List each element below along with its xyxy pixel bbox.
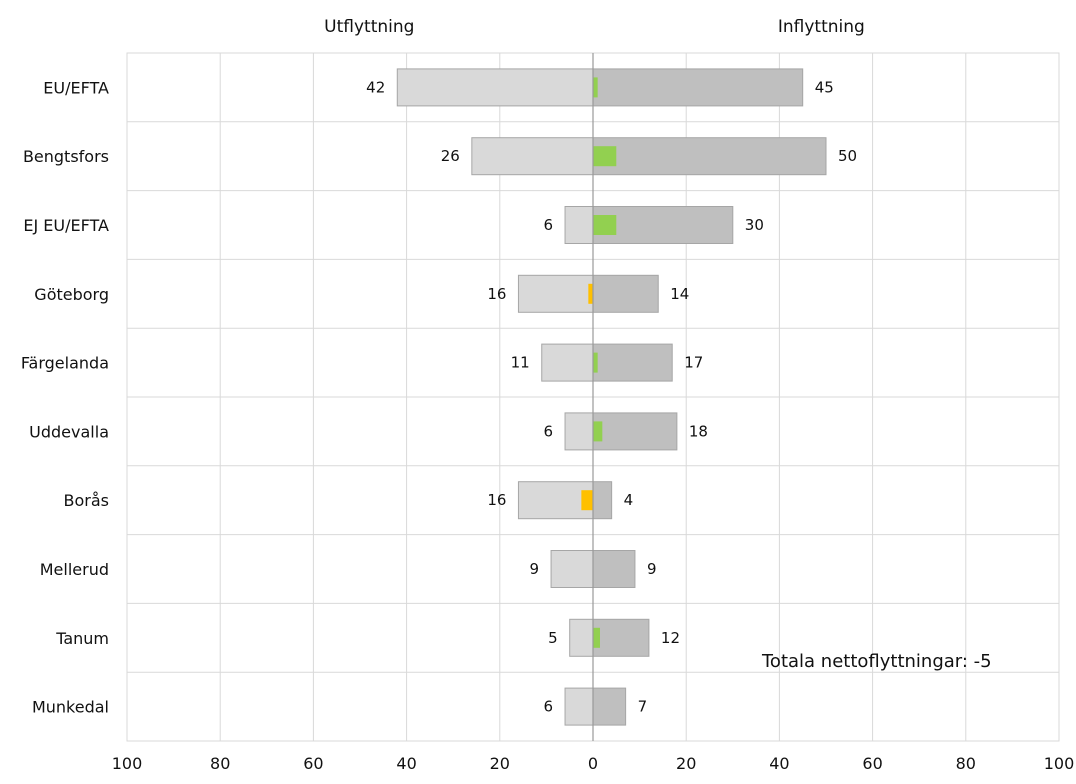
- data-label-utflyttning: 42: [366, 78, 385, 96]
- category-label: Uddevalla: [29, 422, 109, 441]
- category-label: Tanum: [55, 629, 109, 648]
- bar-utflyttning: [396, 68, 594, 107]
- category-label: Färgelanda: [21, 354, 109, 373]
- data-label-utflyttning: 11: [511, 354, 530, 372]
- bar-utflyttning: [569, 618, 594, 657]
- data-label-inflyttning: 17: [684, 354, 703, 372]
- category-label: EJ EU/EFTA: [23, 216, 109, 235]
- data-label-utflyttning: 26: [441, 147, 460, 165]
- data-label-inflyttning: 7: [638, 698, 648, 716]
- data-label-utflyttning: 5: [548, 629, 558, 647]
- data-label-utflyttning: 16: [487, 491, 506, 509]
- category-label: Mellerud: [40, 560, 109, 579]
- x-tick-label: 80: [956, 754, 976, 773]
- data-label-inflyttning: 45: [815, 78, 834, 96]
- data-label-inflyttning: 4: [624, 491, 634, 509]
- data-label-inflyttning: 12: [661, 629, 680, 647]
- x-tick-label: 40: [396, 754, 416, 773]
- data-label-utflyttning: 9: [530, 560, 540, 578]
- bar-inflyttning: [592, 481, 613, 520]
- bar-netto: [593, 215, 617, 235]
- x-tick-label: 60: [303, 754, 323, 773]
- bar-utflyttning: [564, 412, 594, 451]
- header-inflyttning: Inflyttning: [778, 17, 865, 37]
- x-tick-label: 0: [588, 754, 598, 773]
- bar-utflyttning: [541, 343, 594, 382]
- data-label-utflyttning: 6: [543, 698, 553, 716]
- x-tick-label: 60: [862, 754, 882, 773]
- bar-inflyttning: [592, 137, 827, 176]
- x-tick-label: 80: [210, 754, 230, 773]
- bar-inflyttning: [592, 274, 659, 313]
- data-label-inflyttning: 18: [689, 422, 708, 440]
- bar-netto: [581, 490, 593, 511]
- category-label: Munkedal: [32, 698, 109, 717]
- bar-inflyttning: [592, 343, 673, 382]
- data-label-utflyttning: 6: [543, 422, 553, 440]
- data-label-inflyttning: 30: [745, 216, 764, 234]
- bar-inflyttning: [592, 618, 650, 657]
- x-tick-label: 40: [769, 754, 789, 773]
- bar-inflyttning: [592, 550, 636, 588]
- category-label: Borås: [64, 491, 109, 510]
- data-label-inflyttning: 14: [670, 285, 689, 303]
- bar-netto: [593, 352, 598, 373]
- bar-netto: [593, 146, 617, 167]
- bar-utflyttning: [517, 481, 594, 520]
- data-label-inflyttning: 9: [647, 560, 657, 578]
- bar-utflyttning: [550, 550, 594, 588]
- header-utflyttning: Utflyttning: [324, 17, 414, 37]
- x-tick-label: 100: [1044, 754, 1075, 773]
- bar-netto: [593, 77, 598, 98]
- net-migration-note: Totala nettoflyttningar: -5: [761, 651, 992, 672]
- category-labels: EU/EFTA Bengtsfors EJ EU/EFTA Göteborg Färge…: [21, 78, 109, 716]
- x-tick-label: 100: [112, 754, 143, 773]
- data-label-utflyttning: 6: [543, 216, 553, 234]
- category-label: Göteborg: [34, 285, 109, 304]
- data-label-utflyttning: 16: [487, 285, 506, 303]
- bar-inflyttning: [592, 687, 627, 726]
- bar-utflyttning: [517, 274, 594, 313]
- bar-utflyttning: [564, 206, 594, 244]
- data-label-inflyttning: 50: [838, 147, 857, 165]
- bars: 42 45 26 50 6 30 16 14 11 17 6 18 16 4 9 9 5 12 6 7: [366, 53, 857, 741]
- bar-netto: [593, 421, 603, 442]
- bar-inflyttning: [592, 412, 678, 451]
- bar-netto: [588, 283, 593, 304]
- category-label: EU/EFTA: [43, 78, 109, 97]
- bar-utflyttning: [564, 687, 594, 726]
- x-tick-label: 20: [676, 754, 696, 773]
- x-tick-label: 20: [490, 754, 510, 773]
- bar-netto: [593, 627, 600, 648]
- bar-inflyttning: [592, 68, 804, 107]
- bar-utflyttning: [471, 137, 594, 176]
- x-tick-labels: 100 80 60 40 20 0 20 40 60 80 100: [112, 754, 1075, 773]
- category-label: Bengtsfors: [23, 147, 109, 166]
